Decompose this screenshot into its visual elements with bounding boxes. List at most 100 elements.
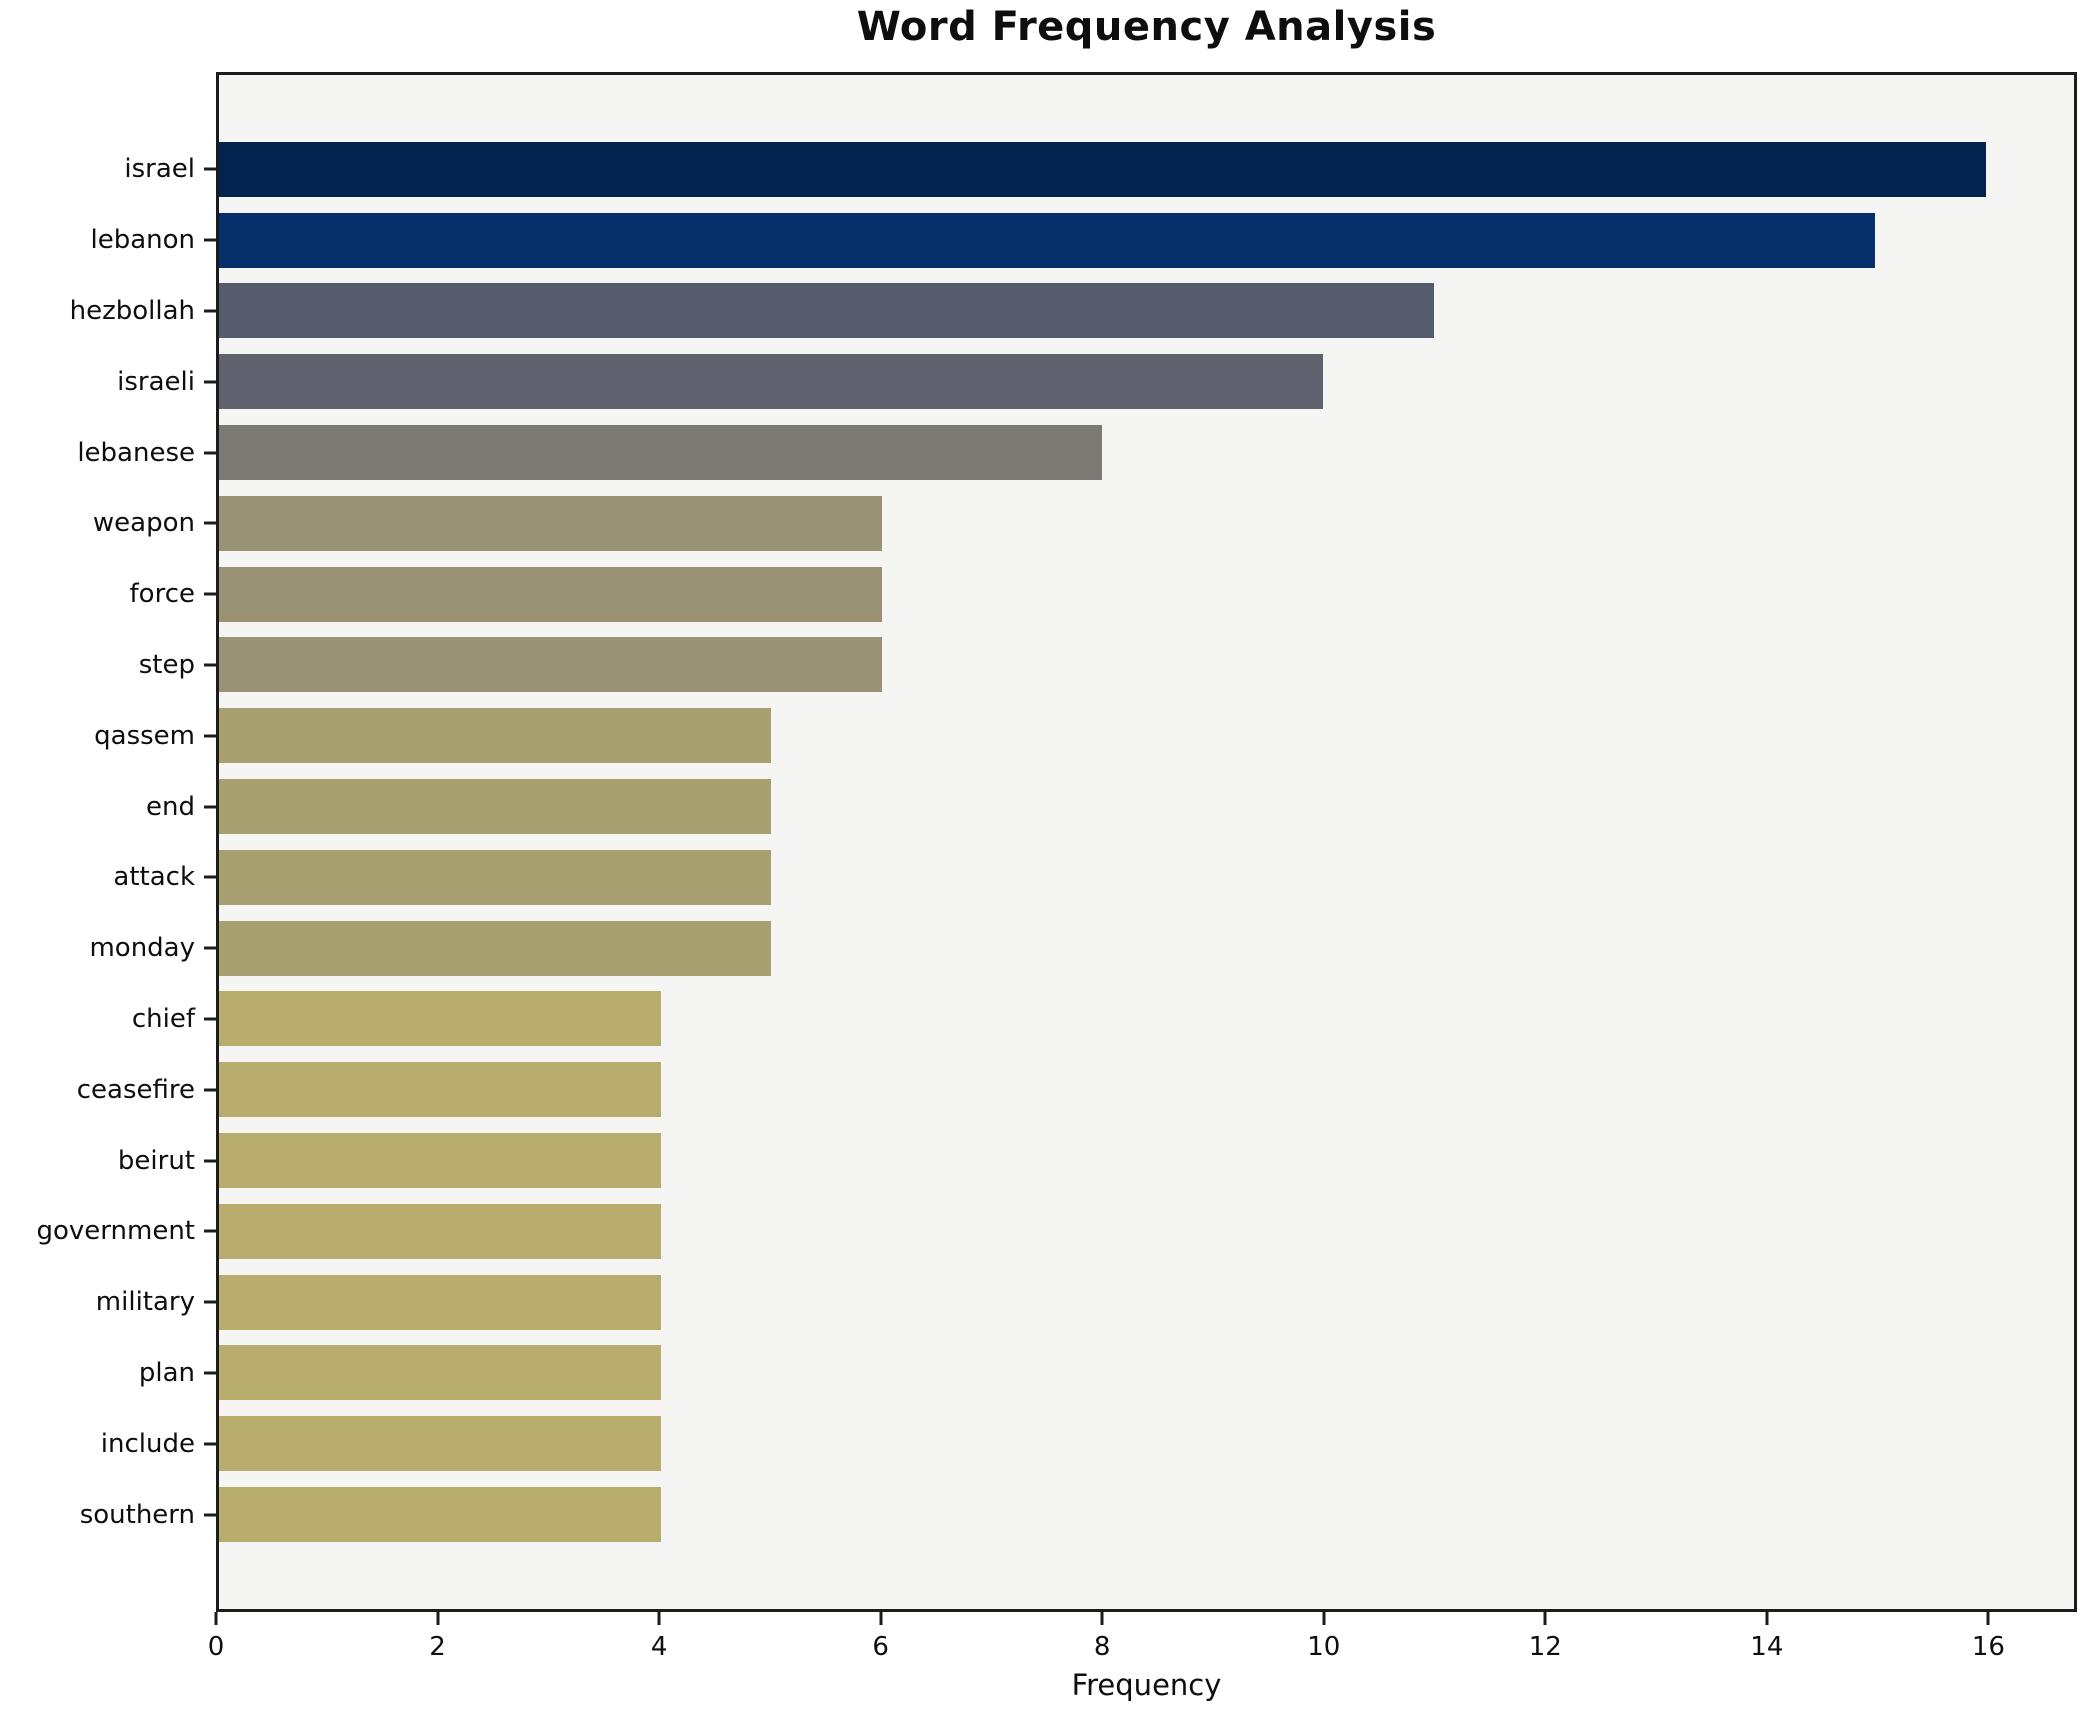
y-tick-mark xyxy=(204,1513,216,1517)
y-tick-mark xyxy=(204,592,216,596)
y-tick-mark xyxy=(204,1371,216,1375)
bar-step xyxy=(219,637,882,693)
bar-row-beirut: beirut xyxy=(118,1125,2074,1196)
x-tick-label-8: 8 xyxy=(1093,1632,1111,1662)
y-tick-mark xyxy=(204,734,216,738)
y-tick-label-force: force xyxy=(129,579,195,610)
bar-row-israel: israel xyxy=(124,134,2074,205)
bar-israeli xyxy=(219,354,1324,410)
bar-southern xyxy=(219,1487,661,1543)
bar-chief xyxy=(219,991,661,1047)
y-tick-label-lebanon: lebanon xyxy=(90,225,195,256)
x-tick-mark xyxy=(1100,1612,1104,1625)
bar-lebanese xyxy=(219,425,1103,481)
bar-row-end: end xyxy=(146,771,2074,842)
x-tick-mark xyxy=(436,1612,440,1625)
bar-beirut xyxy=(219,1133,661,1189)
bar-row-monday: monday xyxy=(89,913,2074,984)
bar-include xyxy=(219,1416,661,1472)
y-tick-label-qassem: qassem xyxy=(94,720,195,751)
bar-row-hezbollah: hezbollah xyxy=(70,276,2074,347)
bar-row-force: force xyxy=(130,559,2074,630)
bar-weapon xyxy=(219,495,882,551)
x-tick-label-10: 10 xyxy=(1307,1632,1341,1662)
y-tick-mark xyxy=(204,1088,216,1092)
bar-row-military: military xyxy=(96,1267,2074,1338)
bar-government xyxy=(219,1203,661,1259)
y-tick-label-southern: southern xyxy=(79,1499,195,1530)
y-tick-label-plan: plan xyxy=(138,1357,195,1388)
y-tick-label-weapon: weapon xyxy=(92,508,195,539)
bar-military xyxy=(219,1274,661,1330)
x-tick-label-16: 16 xyxy=(1971,1632,2005,1662)
bar-row-government: government xyxy=(36,1196,2074,1267)
bar-hezbollah xyxy=(219,283,1434,339)
y-tick-mark xyxy=(204,1017,216,1021)
bar-israel xyxy=(219,141,1986,197)
bar-monday xyxy=(219,920,772,976)
x-axis-label: Frequency xyxy=(1071,1668,1222,1702)
bar-row-israeli: israeli xyxy=(117,346,2074,417)
y-tick-label-step: step xyxy=(138,649,195,680)
y-tick-label-chief: chief xyxy=(131,1003,195,1034)
x-axis-ticks: 0 2 4 6 8 10 12 14 16 xyxy=(208,1612,2077,1682)
x-tick-label-4: 4 xyxy=(650,1632,668,1662)
y-tick-mark xyxy=(204,167,216,171)
x-tick-mark xyxy=(214,1612,218,1625)
y-tick-mark xyxy=(204,238,216,242)
y-tick-label-israeli: israeli xyxy=(117,366,195,397)
chart-title: Word Frequency Analysis xyxy=(856,4,1437,50)
y-tick-mark xyxy=(204,380,216,384)
bar-row-plan: plan xyxy=(139,1338,2074,1409)
bar-force xyxy=(219,566,882,622)
bar-qassem xyxy=(219,708,772,764)
y-tick-mark xyxy=(204,1159,216,1163)
y-tick-mark xyxy=(204,1442,216,1446)
x-tick-mark xyxy=(1986,1612,1990,1625)
bar-end xyxy=(219,779,772,835)
x-tick-label-2: 2 xyxy=(429,1632,446,1662)
y-tick-mark xyxy=(204,805,216,809)
bar-attack xyxy=(219,849,772,905)
y-tick-mark xyxy=(204,309,216,313)
bar-row-include: include xyxy=(101,1408,2074,1479)
bar-row-weapon: weapon xyxy=(93,488,2074,559)
y-tick-mark xyxy=(204,521,216,525)
y-tick-label-hezbollah: hezbollah xyxy=(69,295,195,326)
bar-row-step: step xyxy=(139,630,2074,701)
plot-area: israel lebanon hezbollah israeli lebanese wea… xyxy=(36,72,2077,1612)
bar-ceasefire xyxy=(219,1062,661,1118)
x-tick-mark xyxy=(1543,1612,1547,1625)
bar-row-lebanese: lebanese xyxy=(77,417,2074,488)
x-tick-mark xyxy=(1765,1612,1769,1625)
bar-row-attack: attack xyxy=(113,842,2074,913)
y-tick-label-israel: israel xyxy=(124,154,195,185)
bar-row-lebanon: lebanon xyxy=(90,205,2074,276)
y-tick-label-beirut: beirut xyxy=(117,1145,195,1176)
bar-row-qassem: qassem xyxy=(94,700,2074,771)
y-tick-label-government: government xyxy=(36,1216,195,1247)
x-tick-mark xyxy=(657,1612,661,1625)
y-tick-label-include: include xyxy=(100,1428,195,1459)
y-tick-label-military: military xyxy=(95,1287,195,1318)
y-tick-mark xyxy=(204,1300,216,1304)
bar-plan xyxy=(219,1345,661,1401)
y-tick-mark xyxy=(204,663,216,667)
y-tick-label-attack: attack xyxy=(113,862,195,893)
bar-row-chief: chief xyxy=(132,984,2074,1055)
y-tick-label-end: end xyxy=(146,791,195,822)
bar-row-ceasefire: ceasefire xyxy=(77,1054,2074,1125)
x-tick-mark xyxy=(1322,1612,1326,1625)
x-tick-label-12: 12 xyxy=(1528,1632,1562,1662)
bar-row-southern: southern xyxy=(80,1479,2074,1550)
bar-rows-container: israel lebanon hezbollah israeli lebanese wea… xyxy=(36,75,2074,1609)
x-tick-label-0: 0 xyxy=(207,1632,225,1662)
x-tick-label-6: 6 xyxy=(872,1632,889,1662)
x-tick-label-14: 14 xyxy=(1750,1632,1784,1662)
y-tick-mark xyxy=(204,875,216,879)
y-tick-label-lebanese: lebanese xyxy=(77,437,195,468)
y-tick-mark xyxy=(204,451,216,455)
y-tick-mark xyxy=(204,1229,216,1233)
bar-lebanon xyxy=(219,212,1876,268)
